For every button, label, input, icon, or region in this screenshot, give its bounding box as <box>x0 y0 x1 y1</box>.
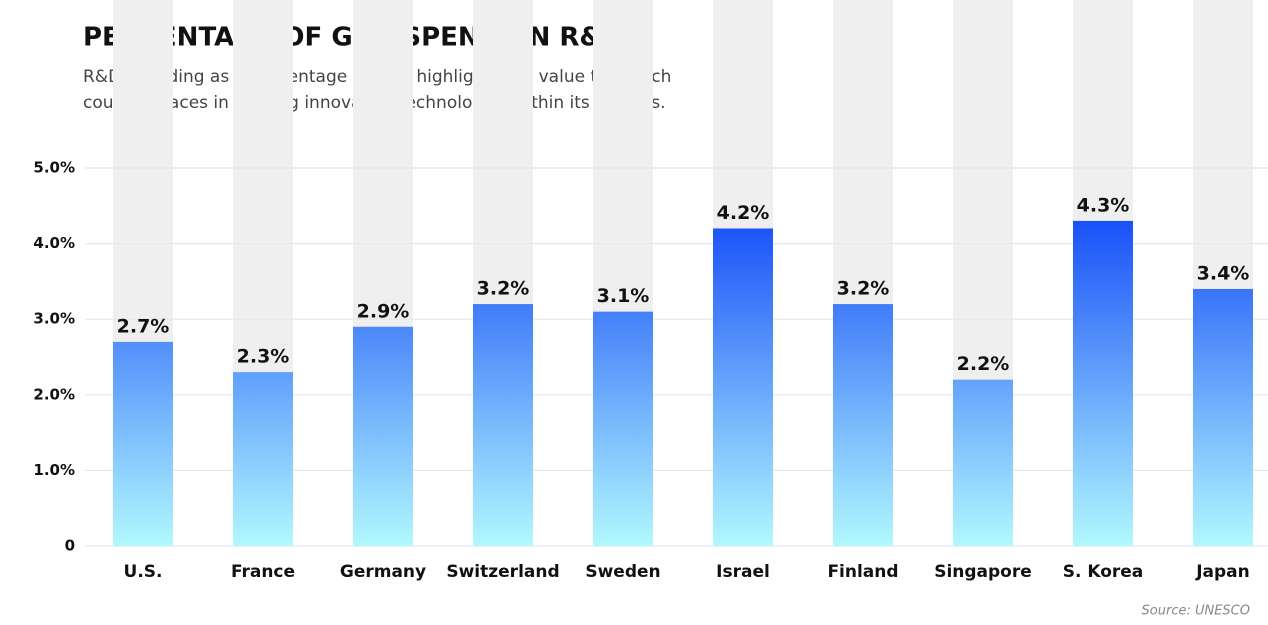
y-tick-label: 5.0% <box>33 159 75 177</box>
bar <box>713 228 773 547</box>
x-tick-label: Finland <box>827 562 898 582</box>
y-tick-label: 1.0% <box>33 461 75 479</box>
bar <box>1073 220 1133 547</box>
bar <box>353 326 413 546</box>
value-label: 2.7% <box>117 315 170 337</box>
source: Source: UNESCO <box>1142 604 1250 619</box>
y-tick-label: 4.0% <box>33 234 75 252</box>
x-tick-label: U.S. <box>124 562 163 582</box>
x-tick-label: S. Korea <box>1063 562 1144 582</box>
x-tick-label: Japan <box>1195 562 1250 582</box>
value-label: 3.1% <box>597 285 650 307</box>
bar <box>953 379 1013 546</box>
x-tick-label: Singapore <box>934 562 1032 582</box>
x-tick-label: Israel <box>716 562 770 582</box>
value-label: 4.2% <box>717 202 770 224</box>
y-tick-label: 2.0% <box>33 385 75 403</box>
bar <box>113 341 173 546</box>
bar <box>473 304 533 546</box>
bar <box>233 372 293 546</box>
value-label: 2.2% <box>957 353 1010 375</box>
x-tick-label: Switzerland <box>446 562 559 582</box>
value-label: 3.2% <box>837 278 890 300</box>
value-label: 3.4% <box>1197 262 1250 284</box>
x-tick-label: Sweden <box>585 562 660 582</box>
bar <box>593 311 653 546</box>
value-label: 4.3% <box>1077 194 1130 216</box>
x-tick-label: France <box>231 562 295 582</box>
bar <box>1193 288 1253 546</box>
x-tick-label: Germany <box>340 562 426 582</box>
value-label: 2.9% <box>357 300 410 322</box>
value-label: 3.2% <box>477 278 530 300</box>
y-tick-label: 3.0% <box>33 310 75 328</box>
bar <box>833 304 893 546</box>
y-tick-label: 0 <box>65 537 75 555</box>
value-label: 2.3% <box>237 346 290 368</box>
